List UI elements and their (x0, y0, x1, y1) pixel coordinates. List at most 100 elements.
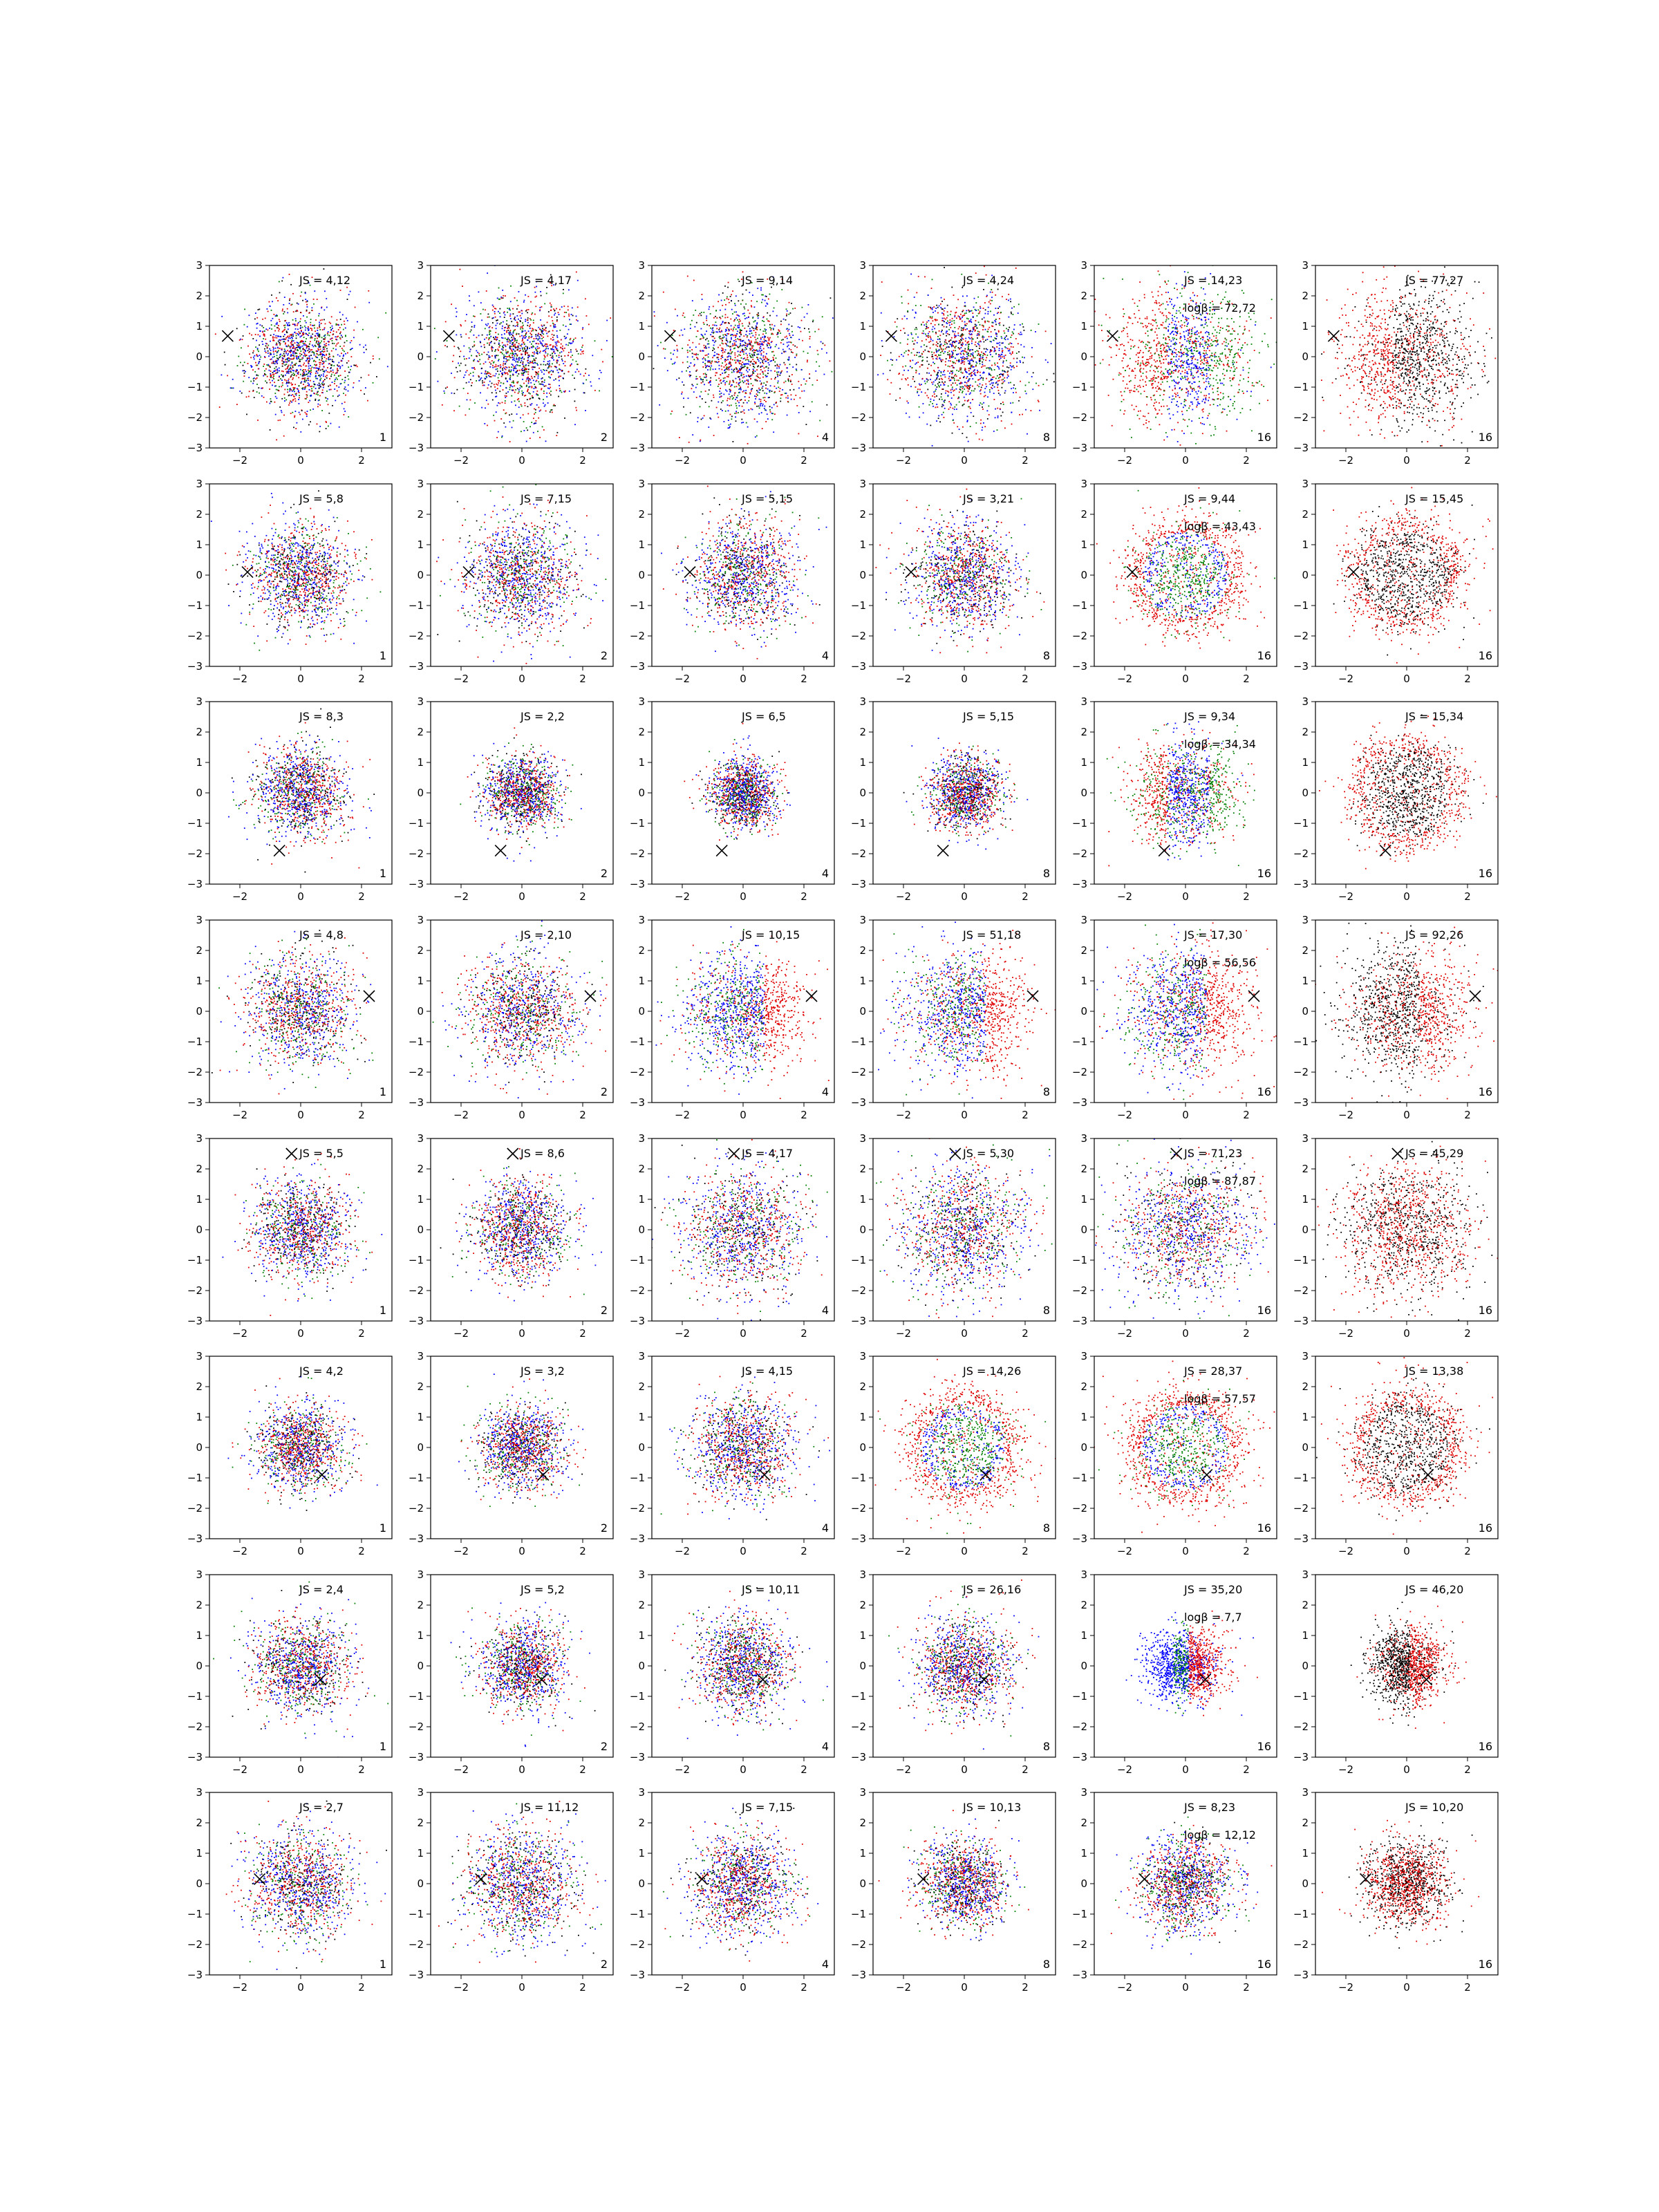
scatter-point (780, 342, 782, 344)
scatter-point (747, 427, 749, 428)
scatter-point (791, 337, 792, 338)
scatter-point (1013, 384, 1015, 386)
scatter-point (274, 382, 275, 383)
scatter-point (950, 404, 952, 406)
scatter-point (328, 404, 329, 405)
scatter-point (308, 348, 310, 350)
scatter-point (515, 347, 516, 348)
y-tick-label: 3 (638, 259, 645, 272)
scatter-point (312, 345, 313, 346)
scatter-point (259, 355, 261, 356)
scatter-point (980, 384, 981, 385)
scatter-point (531, 314, 532, 315)
scatter-point (522, 394, 523, 395)
scatter-point (477, 352, 478, 353)
scatter-point (751, 391, 752, 392)
scatter-point (689, 350, 691, 352)
scatter-point (308, 330, 309, 331)
scatter-point (275, 414, 276, 415)
scatter-point (302, 327, 303, 328)
scatter-point (259, 309, 260, 310)
scatter-point (508, 338, 509, 339)
scatter-point (494, 313, 496, 315)
scatter-point (523, 373, 524, 375)
scatter-point (697, 384, 698, 385)
scatter-point (1002, 356, 1003, 357)
scatter-point (287, 308, 288, 310)
scatter-point (711, 362, 713, 363)
scatter-point (279, 390, 280, 391)
scatter-point (276, 439, 277, 440)
scatter-point (764, 335, 765, 337)
scatter-point (796, 405, 798, 406)
scatter-point (982, 366, 984, 367)
scatter-point (735, 345, 737, 346)
scatter-point (739, 392, 740, 393)
scatter-point (312, 366, 313, 368)
scatter-point (496, 437, 498, 438)
scatter-point (700, 454, 701, 456)
scatter-point (1013, 333, 1014, 335)
scatter-point (1013, 346, 1014, 348)
scatter-point (697, 421, 698, 422)
scatter-point (308, 328, 309, 329)
scatter-point (360, 390, 362, 391)
scatter-point (493, 317, 494, 319)
scatter-point (551, 304, 552, 306)
scatter-point (721, 393, 722, 394)
scatter-point (544, 370, 545, 371)
scatter-point (552, 347, 554, 348)
scatter-point (754, 352, 756, 353)
y-tick-label: 0 (638, 350, 645, 363)
scatter-point (725, 389, 727, 391)
scatter-point (928, 341, 930, 343)
scatter-point (919, 406, 920, 408)
scatter-point (321, 375, 322, 376)
scatter-point (787, 338, 788, 339)
scatter-point (272, 337, 274, 339)
scatter-point (760, 351, 761, 353)
scatter-point (926, 326, 927, 327)
scatter-point (771, 370, 772, 371)
scatter-point (947, 321, 948, 322)
scatter-point (509, 356, 510, 357)
scatter-point (302, 341, 303, 342)
scatter-point (757, 373, 758, 375)
scatter-point (500, 382, 502, 384)
scatter-point (907, 344, 908, 345)
scatter-point (742, 294, 744, 295)
scatter-point (491, 355, 493, 357)
scatter-point (729, 424, 730, 426)
scatter-point (752, 335, 753, 337)
scatter-point (721, 350, 722, 351)
scatter-point (543, 429, 545, 431)
scatter-point (790, 381, 791, 382)
scatter-point (281, 374, 282, 375)
scatter-point (501, 437, 503, 438)
scatter-point (730, 366, 731, 367)
scatter-point (705, 346, 706, 347)
scatter-point (762, 390, 764, 391)
scatter-point (776, 315, 778, 317)
scatter-point (325, 376, 326, 377)
scatter-point (254, 377, 255, 379)
scatter-point (735, 337, 736, 338)
scatter-point (505, 356, 506, 357)
scatter-point (322, 382, 324, 383)
scatter-point (735, 311, 737, 312)
scatter-point (539, 338, 541, 339)
scatter-point (498, 343, 500, 344)
scatter-point (963, 377, 964, 378)
scatter-point (778, 386, 779, 388)
scatter-point (951, 324, 953, 325)
scatter-point (778, 337, 779, 338)
scatter-point (731, 300, 732, 301)
scatter-point (660, 342, 662, 344)
scatter-point (758, 317, 759, 319)
scatter-point (513, 390, 514, 391)
scatter-point (305, 366, 306, 367)
scatter-point (944, 374, 946, 375)
scatter-point (563, 293, 564, 294)
scatter-point (692, 342, 693, 344)
scatter-point (713, 332, 715, 333)
